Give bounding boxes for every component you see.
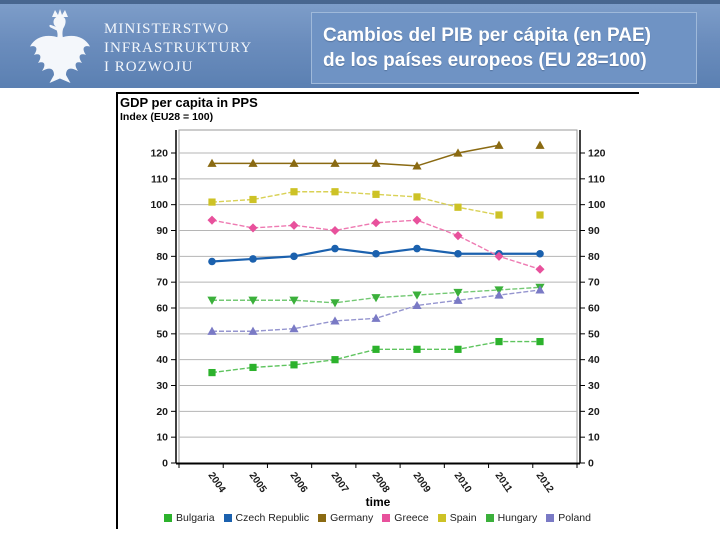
chart-subtitle: Index (EU28 = 100) <box>120 111 214 123</box>
legend-item-spain: Spain <box>437 512 477 524</box>
legend-label: Czech Republic <box>235 512 310 524</box>
svg-text:90: 90 <box>588 225 600 237</box>
legend-label: Germany <box>330 512 374 524</box>
svg-text:40: 40 <box>588 354 600 366</box>
legend-item-poland: Poland <box>546 512 591 524</box>
legend-label: Bulgaria <box>176 512 215 524</box>
svg-text:110: 110 <box>151 173 168 185</box>
svg-text:80: 80 <box>156 251 168 263</box>
slide-title-line-2: de los países europeos (EU 28=100) <box>323 50 647 71</box>
svg-text:120: 120 <box>588 148 606 160</box>
gdp-line-plot: 0 0 10 10 20 20 30 30 40 40 50 50 60 60 70 70 80 80 90 90 10… <box>150 129 606 509</box>
legend-item-greece: Greece <box>382 512 429 524</box>
svg-text:2005: 2005 <box>247 470 269 495</box>
svg-text:2004: 2004 <box>206 470 228 495</box>
svg-text:100: 100 <box>588 199 606 211</box>
series-czech-republic <box>208 244 544 266</box>
svg-text:30: 30 <box>588 380 600 392</box>
slide-title-box: Cambios del PIB per cápita (en PAE) de l… <box>311 12 697 84</box>
series-poland <box>207 285 545 335</box>
svg-text:2006: 2006 <box>288 470 310 495</box>
svg-text:60: 60 <box>156 303 168 315</box>
svg-text:40: 40 <box>156 354 168 366</box>
series-spain <box>208 188 544 219</box>
svg-text:60: 60 <box>588 303 600 315</box>
legend-label: Spain <box>449 512 477 524</box>
legend-item-bulgaria: Bulgaria <box>164 512 215 524</box>
svg-text:110: 110 <box>588 173 605 185</box>
y-axis-ticks <box>171 152 585 464</box>
svg-text:70: 70 <box>588 277 600 289</box>
svg-text:2011: 2011 <box>493 470 515 494</box>
svg-text:70: 70 <box>156 277 168 289</box>
ministry-line-3: I ROZWOJU <box>104 59 194 75</box>
y-axis-labels: 0 0 10 10 20 20 30 30 40 40 50 50 60 60 70 70 80 80 90 90 10… <box>150 148 605 470</box>
svg-text:90: 90 <box>156 225 168 237</box>
svg-text:80: 80 <box>588 251 600 263</box>
svg-text:2010: 2010 <box>452 470 474 495</box>
svg-text:10: 10 <box>588 432 600 444</box>
legend-swatch <box>164 514 173 522</box>
svg-text:50: 50 <box>588 328 600 340</box>
svg-text:20: 20 <box>588 406 600 418</box>
svg-text:2009: 2009 <box>411 470 433 495</box>
legend-swatch <box>382 514 391 522</box>
gdp-chart-frame: GDP per capita in PPS Index (EU28 = 100)… <box>116 92 639 529</box>
svg-text:2008: 2008 <box>370 470 392 495</box>
x-axis-title: time <box>366 495 391 509</box>
svg-text:10: 10 <box>156 432 168 444</box>
legend-item-hungary: Hungary <box>485 512 538 524</box>
svg-text:100: 100 <box>150 199 168 211</box>
svg-text:2007: 2007 <box>329 470 351 495</box>
header-band: MINISTERSTWO INFRASTRUKTURY I ROZWOJU Ca… <box>0 0 720 88</box>
ministry-line-1: MINISTERSTWO <box>104 21 230 37</box>
svg-text:0: 0 <box>588 458 594 470</box>
svg-text:0: 0 <box>162 458 168 470</box>
gridlines <box>179 152 577 438</box>
legend-swatch <box>223 514 232 522</box>
legend-item-germany: Germany <box>318 512 373 524</box>
svg-text:30: 30 <box>156 380 168 392</box>
svg-text:2012: 2012 <box>534 470 556 495</box>
svg-text:50: 50 <box>156 328 168 340</box>
legend-swatch <box>546 514 555 522</box>
chart-title: GDP per capita in PPS <box>120 95 258 110</box>
ministry-name: MINISTERSTWO INFRASTRUKTURY I ROZWOJU <box>104 20 252 77</box>
legend-item-czech-republic: Czech Republic <box>223 512 310 524</box>
chart-legend: Bulgaria Czech Republic Germany Greece Spain… <box>118 510 637 526</box>
svg-text:120: 120 <box>150 148 168 160</box>
slide-title-line-1: Cambios del PIB per cápita (en PAE) <box>323 25 652 46</box>
legend-label: Poland <box>558 512 591 524</box>
series-germany <box>207 140 545 170</box>
legend-swatch <box>318 514 327 522</box>
legend-swatch <box>485 514 494 522</box>
series-bulgaria <box>208 337 544 377</box>
axes <box>175 130 581 465</box>
legend-label: Hungary <box>497 512 538 524</box>
svg-text:20: 20 <box>156 406 168 418</box>
x-axis-labels: 2004 2005 2006 2007 2008 2009 2010 2011 2012 <box>178 464 578 495</box>
legend-swatch <box>437 514 446 522</box>
legend-label: Greece <box>394 512 429 524</box>
ministry-line-2: INFRASTRUKTURY <box>104 40 253 56</box>
polish-eagle-icon <box>30 9 90 83</box>
